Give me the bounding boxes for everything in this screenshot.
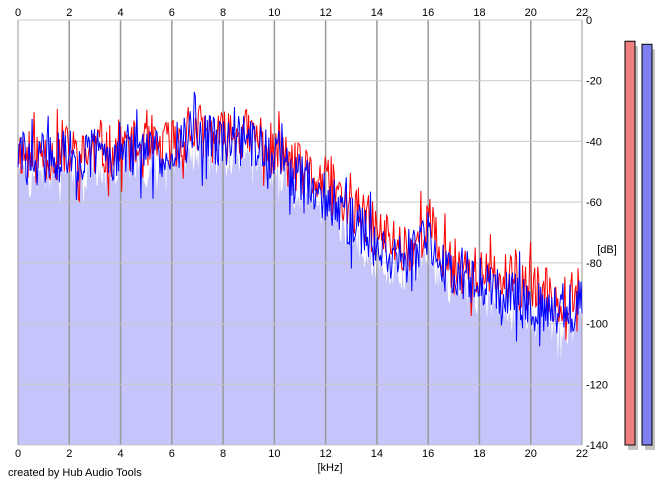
grid-lines xyxy=(17,19,583,446)
x-tick-label-bottom: 8 xyxy=(220,448,226,460)
x-tick-label-bottom: 22 xyxy=(576,448,588,460)
x-tick-label-bottom: 10 xyxy=(268,448,280,460)
x-tick-label-top: 10 xyxy=(268,7,280,19)
x-axis-label: [kHz] xyxy=(317,462,342,474)
x-tick-label-top: 16 xyxy=(422,7,434,19)
x-tick-label-bottom: 2 xyxy=(66,448,72,460)
x-tick-label-top: 18 xyxy=(473,7,485,19)
x-tick-label-top: 2 xyxy=(66,7,72,19)
x-tick-label-bottom: 0 xyxy=(15,448,21,460)
y-tick-label: -120 xyxy=(586,379,608,391)
series-line-right xyxy=(17,91,583,347)
x-tick-label-bottom: 4 xyxy=(117,448,123,460)
y-axis-label: [dB] xyxy=(597,244,617,256)
y-tick-label: -140 xyxy=(586,440,608,452)
y-tick-label: -20 xyxy=(586,76,602,88)
level-meter-left xyxy=(624,40,636,446)
x-tick-label-top: 12 xyxy=(320,7,332,19)
y-tick-label: -80 xyxy=(586,258,602,270)
credit-text: created by Hub Audio Tools xyxy=(8,467,142,479)
x-tick-label-top: 0 xyxy=(15,7,21,19)
x-tick-label-bottom: 18 xyxy=(473,448,485,460)
x-tick-label-bottom: 14 xyxy=(371,448,383,460)
y-tick-label: 0 xyxy=(586,15,592,27)
x-tick-label-bottom: 12 xyxy=(320,448,332,460)
x-tick-label-top: 8 xyxy=(220,7,226,19)
y-tick-label: -40 xyxy=(586,136,602,148)
x-tick-label-top: 6 xyxy=(169,7,175,19)
x-tick-label-top: 22 xyxy=(576,7,588,19)
x-tick-label-top: 20 xyxy=(525,7,537,19)
spectrum-fill-area xyxy=(18,135,582,445)
spectrum-series xyxy=(17,91,583,347)
x-tick-label-bottom: 20 xyxy=(525,448,537,460)
y-tick-label: -100 xyxy=(586,319,608,331)
level-meter-right xyxy=(641,43,653,446)
tick-labels: 002244668810101212141416161818202022220-… xyxy=(15,7,608,460)
x-tick-label-top: 14 xyxy=(371,7,383,19)
x-tick-label-bottom: 6 xyxy=(169,448,175,460)
y-tick-label: -60 xyxy=(586,197,602,209)
x-tick-label-bottom: 16 xyxy=(422,448,434,460)
x-tick-label-top: 4 xyxy=(117,7,123,19)
spectrum-fill xyxy=(18,135,582,445)
level-meters xyxy=(624,40,655,451)
